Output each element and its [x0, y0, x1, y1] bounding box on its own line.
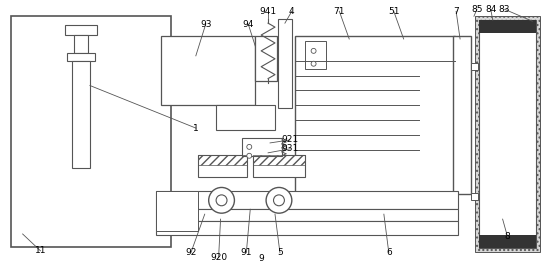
- Text: 920: 920: [210, 253, 227, 262]
- Circle shape: [311, 61, 316, 66]
- Bar: [479, 20, 536, 248]
- Bar: [11, 16, 171, 247]
- Text: 4: 4: [289, 7, 295, 16]
- Bar: [67, 53, 95, 61]
- Text: 92: 92: [185, 248, 196, 257]
- Bar: [453, 36, 471, 194]
- Circle shape: [216, 195, 227, 206]
- Text: 9: 9: [258, 254, 264, 263]
- Bar: [475, 16, 540, 252]
- Bar: [72, 61, 90, 168]
- Circle shape: [247, 144, 252, 149]
- Text: 6: 6: [386, 248, 392, 257]
- Bar: [161, 36, 255, 105]
- Bar: [156, 209, 458, 221]
- Bar: [156, 191, 198, 231]
- Text: 71: 71: [334, 7, 345, 16]
- Text: 93: 93: [200, 20, 211, 29]
- Circle shape: [273, 195, 284, 206]
- Text: 11: 11: [35, 246, 46, 255]
- Text: 921: 921: [281, 136, 299, 144]
- Text: 85: 85: [471, 5, 483, 14]
- Bar: [74, 35, 88, 53]
- Text: 51: 51: [388, 7, 399, 16]
- Bar: [65, 25, 97, 35]
- Bar: [253, 155, 305, 165]
- Bar: [479, 20, 536, 33]
- Text: 84: 84: [485, 5, 497, 14]
- Bar: [278, 19, 292, 108]
- Text: 83: 83: [499, 5, 510, 14]
- Bar: [243, 138, 282, 156]
- Bar: [471, 63, 478, 70]
- Text: 931: 931: [281, 144, 299, 153]
- Text: 91: 91: [240, 248, 252, 257]
- Bar: [471, 193, 478, 200]
- Bar: [216, 105, 275, 130]
- Bar: [156, 221, 458, 235]
- Text: 8: 8: [505, 232, 510, 241]
- Circle shape: [208, 187, 234, 213]
- Circle shape: [266, 187, 292, 213]
- Bar: [479, 235, 536, 248]
- Text: 5: 5: [277, 248, 283, 257]
- Bar: [305, 41, 327, 69]
- Bar: [156, 191, 458, 209]
- Bar: [253, 155, 305, 177]
- Bar: [198, 155, 248, 165]
- Text: 1: 1: [193, 124, 199, 133]
- Circle shape: [311, 48, 316, 53]
- Text: 941: 941: [260, 7, 277, 16]
- Bar: [198, 155, 248, 177]
- Text: 94: 94: [243, 20, 254, 29]
- Circle shape: [247, 153, 252, 158]
- Bar: [255, 36, 277, 80]
- Bar: [295, 36, 455, 194]
- Text: 7: 7: [453, 7, 459, 16]
